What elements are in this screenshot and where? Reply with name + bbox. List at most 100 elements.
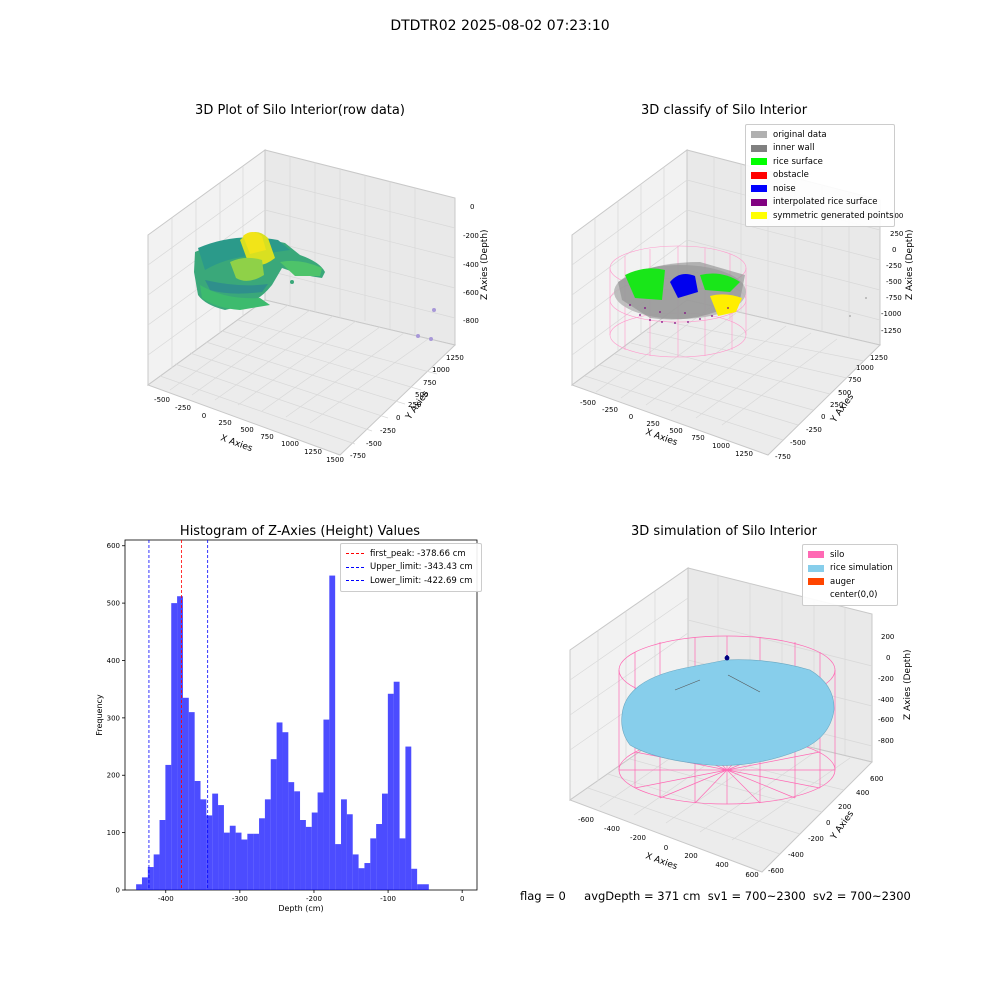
swatch-center xyxy=(808,592,824,599)
legend-item-auger: auger xyxy=(808,575,892,589)
line-upper-limit xyxy=(346,566,364,568)
histogram-bar xyxy=(136,884,142,890)
raw-x-ticks: -500 -250 0 250 500 750 1000 1250 1500 xyxy=(154,396,344,464)
raw-x-tick-2: 0 xyxy=(202,412,206,420)
classify-x-tick-5: 750 xyxy=(691,434,704,442)
simulation-3d-plot: -600 -400 -200 0 200 400 600 -600 -400 -… xyxy=(568,567,913,879)
histogram-bar xyxy=(370,838,377,890)
histogram-bar xyxy=(399,838,406,890)
legend-item-rice-simulation: rice simulation xyxy=(808,562,893,576)
histogram-bar xyxy=(300,820,306,890)
raw-x-tick-4: 500 xyxy=(240,426,253,434)
histogram-bar xyxy=(253,833,260,890)
classify-x-tick-4: 500 xyxy=(669,427,682,435)
simulation-y-label: Y Axies xyxy=(829,809,857,842)
simulation-z-tick-2: -200 xyxy=(878,675,894,683)
swatch-obstacle xyxy=(751,171,767,179)
raw-x-tick-6: 1000 xyxy=(281,440,299,448)
histogram-bar xyxy=(393,681,400,890)
simulation-plot-title: 3D simulation of Silo Interior xyxy=(631,524,817,539)
histogram-bar xyxy=(182,697,189,890)
raw-y-tick-3: 0 xyxy=(396,414,400,422)
histogram-bar xyxy=(411,868,418,890)
raw-3d-panes xyxy=(146,149,457,456)
simulation-x-tick-2: -200 xyxy=(630,834,646,842)
raw-x-tick-5: 750 xyxy=(260,433,273,441)
simulation-y-tick-6: 600 xyxy=(870,775,883,783)
classify-y-tick-7: 1000 xyxy=(856,364,874,372)
histogram-bar xyxy=(335,844,342,890)
swatch-rice-surface xyxy=(751,158,767,166)
histogram-bar xyxy=(282,732,289,890)
simulation-x-tick-4: 200 xyxy=(684,852,697,860)
classify-x-tick-2: 0 xyxy=(629,413,633,421)
histogram-bar xyxy=(381,793,388,890)
histogram-bar xyxy=(141,877,148,890)
histogram-bar xyxy=(241,839,248,890)
classify-z-tick-6: -1000 xyxy=(881,310,901,318)
classify-x-tick-6: 1000 xyxy=(712,442,730,450)
histogram-bar xyxy=(194,780,201,890)
simulation-z-ticks: 200 0 -200 -400 -600 -800 xyxy=(878,633,894,745)
simulation-x-tick-6: 600 xyxy=(745,871,758,879)
classify-point-cloud xyxy=(609,245,867,358)
raw-z-ticks: 0 -200 -400 -600 -800 xyxy=(463,203,479,325)
histogram-x-tick-label: -200 xyxy=(306,895,322,903)
histogram-vlines xyxy=(148,540,209,890)
classify-z-tick-3: -250 xyxy=(886,262,902,270)
status-footer: flag = 0 avgDepth = 371 cm sv1 = 700~230… xyxy=(520,889,911,903)
raw-y-tick-1: -500 xyxy=(366,440,382,448)
legend-item-lower-limit: Lower_limit: -422.69 cm xyxy=(346,574,476,588)
histogram-y-tick-label: 0 xyxy=(116,887,120,895)
classify-x-tick-1: -250 xyxy=(602,406,618,414)
classify-z-tick-7: -1250 xyxy=(881,327,901,335)
legend-item-upper-limit: Upper_limit: -343.43 cm xyxy=(346,561,476,575)
raw-y-tick-5: 500 xyxy=(415,391,428,399)
histogram-bar xyxy=(323,719,330,890)
simulation-rice-surface xyxy=(621,655,835,766)
swatch-silo xyxy=(808,551,824,559)
raw-y-tick-4: 250 xyxy=(408,401,421,409)
histogram-bar xyxy=(376,824,382,890)
legend-item-inner-wall: inner wall xyxy=(751,142,889,156)
histogram-x-tick-label: 0 xyxy=(460,895,464,903)
classify-legend: original data inner wall rice surface ob… xyxy=(745,124,895,227)
histogram-y-tick-label: 500 xyxy=(107,600,120,608)
classify-y-tick-4: 250 xyxy=(830,401,843,409)
classify-x-tick-0: -500 xyxy=(580,399,596,407)
classify-y-tick-3: 0 xyxy=(821,413,825,421)
histogram-title: Histogram of Z-Axies (Height) Values xyxy=(179,524,421,539)
histogram-bar xyxy=(276,722,283,890)
swatch-auger xyxy=(808,578,824,586)
swatch-rice-simulation xyxy=(808,564,824,572)
histogram-bar xyxy=(259,818,265,890)
histogram-bar xyxy=(364,863,371,890)
legend-item-silo: silo xyxy=(808,548,892,562)
histogram-y-tick-label: 600 xyxy=(107,542,120,550)
simulation-x-tick-5: 400 xyxy=(715,861,728,869)
histogram-bar xyxy=(311,812,318,890)
histogram-bar xyxy=(206,815,213,890)
raw-point-cloud xyxy=(194,231,436,341)
classify-3d-plot: -500 -250 0 250 500 750 1000 1250 -750 -… xyxy=(570,149,915,461)
legend-item-first-peak: first_peak: -378.66 cm xyxy=(346,547,476,561)
simulation-z-tick-1: 0 xyxy=(886,654,890,662)
line-lower-limit xyxy=(346,580,364,582)
histogram-y-ticks: 0 100 200 300 400 500 600 xyxy=(107,542,125,895)
classify-z-ticks: 500 250 0 -250 -500 -750 -1000 -1250 xyxy=(881,212,903,335)
histogram-bar xyxy=(341,799,347,890)
histogram-bar xyxy=(229,825,236,890)
histogram-bar xyxy=(346,814,353,890)
histogram-bar xyxy=(235,832,242,890)
classify-z-tick-4: -500 xyxy=(886,278,902,286)
simulation-z-label: Z Axies (Depth) xyxy=(903,649,913,720)
histogram-bar xyxy=(159,820,166,890)
simulation-y-tick-1: -400 xyxy=(788,851,804,859)
swatch-inner-wall xyxy=(751,144,767,152)
legend-item-obstacle: obstacle xyxy=(751,169,889,183)
histogram-bar xyxy=(177,596,183,890)
classify-y-tick-8: 1250 xyxy=(870,354,888,362)
classify-y-tick-2: -250 xyxy=(806,426,822,434)
histogram-bar xyxy=(352,854,359,890)
classify-y-tick-6: 750 xyxy=(848,376,861,384)
